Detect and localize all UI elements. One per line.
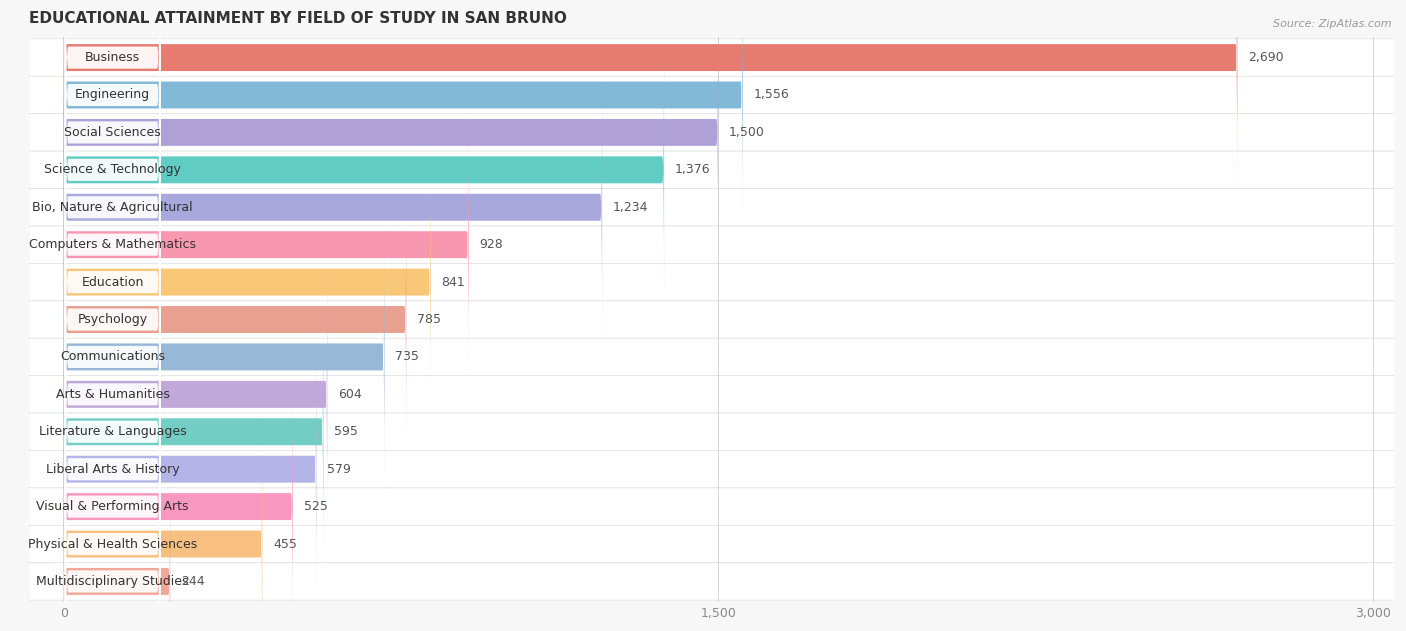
Text: 841: 841 xyxy=(441,276,465,288)
FancyBboxPatch shape xyxy=(63,333,316,605)
FancyBboxPatch shape xyxy=(65,0,160,346)
Text: Physical & Health Sciences: Physical & Health Sciences xyxy=(28,538,197,550)
FancyBboxPatch shape xyxy=(65,69,160,631)
FancyBboxPatch shape xyxy=(30,563,1395,600)
FancyBboxPatch shape xyxy=(65,0,160,533)
FancyBboxPatch shape xyxy=(63,295,323,568)
FancyBboxPatch shape xyxy=(30,114,1395,151)
FancyBboxPatch shape xyxy=(63,109,468,381)
Text: EDUCATIONAL ATTAINMENT BY FIELD OF STUDY IN SAN BRUNO: EDUCATIONAL ATTAINMENT BY FIELD OF STUDY… xyxy=(30,11,567,26)
Text: 2,690: 2,690 xyxy=(1249,51,1284,64)
Text: 1,234: 1,234 xyxy=(613,201,648,214)
FancyBboxPatch shape xyxy=(30,76,1395,114)
FancyBboxPatch shape xyxy=(63,370,292,631)
Text: Science & Technology: Science & Technology xyxy=(44,163,181,176)
Text: 1,556: 1,556 xyxy=(754,88,789,102)
Text: 928: 928 xyxy=(479,238,503,251)
FancyBboxPatch shape xyxy=(30,39,1395,76)
FancyBboxPatch shape xyxy=(65,106,160,631)
FancyBboxPatch shape xyxy=(65,0,160,421)
Text: 785: 785 xyxy=(418,313,441,326)
Text: Liberal Arts & History: Liberal Arts & History xyxy=(46,463,180,476)
Text: Engineering: Engineering xyxy=(75,88,150,102)
FancyBboxPatch shape xyxy=(63,71,602,343)
FancyBboxPatch shape xyxy=(30,226,1395,263)
Text: Bio, Nature & Agricultural: Bio, Nature & Agricultural xyxy=(32,201,193,214)
FancyBboxPatch shape xyxy=(65,256,160,631)
FancyBboxPatch shape xyxy=(63,0,1237,194)
Text: 525: 525 xyxy=(304,500,328,513)
Text: Multidisciplinary Studies: Multidisciplinary Studies xyxy=(37,575,188,588)
Text: Communications: Communications xyxy=(60,350,165,363)
FancyBboxPatch shape xyxy=(63,0,718,269)
FancyBboxPatch shape xyxy=(65,0,160,383)
FancyBboxPatch shape xyxy=(65,0,160,495)
FancyBboxPatch shape xyxy=(63,184,406,456)
Text: 244: 244 xyxy=(181,575,205,588)
Text: Visual & Performing Arts: Visual & Performing Arts xyxy=(37,500,188,513)
Text: 579: 579 xyxy=(328,463,352,476)
FancyBboxPatch shape xyxy=(30,189,1395,226)
FancyBboxPatch shape xyxy=(63,221,384,493)
FancyBboxPatch shape xyxy=(30,488,1395,526)
Text: 604: 604 xyxy=(339,388,361,401)
Text: Literature & Languages: Literature & Languages xyxy=(39,425,187,439)
Text: 1,376: 1,376 xyxy=(675,163,710,176)
Text: Education: Education xyxy=(82,276,143,288)
FancyBboxPatch shape xyxy=(65,0,160,458)
FancyBboxPatch shape xyxy=(63,445,170,631)
FancyBboxPatch shape xyxy=(63,33,664,306)
FancyBboxPatch shape xyxy=(65,0,160,570)
FancyBboxPatch shape xyxy=(65,143,160,631)
FancyBboxPatch shape xyxy=(63,408,263,631)
FancyBboxPatch shape xyxy=(30,375,1395,413)
FancyBboxPatch shape xyxy=(30,301,1395,338)
Text: Psychology: Psychology xyxy=(77,313,148,326)
FancyBboxPatch shape xyxy=(30,526,1395,563)
FancyBboxPatch shape xyxy=(30,338,1395,375)
FancyBboxPatch shape xyxy=(63,0,742,231)
Text: Social Sciences: Social Sciences xyxy=(65,126,162,139)
Text: 735: 735 xyxy=(395,350,419,363)
Text: Arts & Humanities: Arts & Humanities xyxy=(56,388,170,401)
FancyBboxPatch shape xyxy=(65,293,160,631)
FancyBboxPatch shape xyxy=(30,151,1395,189)
FancyBboxPatch shape xyxy=(30,451,1395,488)
Text: Business: Business xyxy=(86,51,141,64)
FancyBboxPatch shape xyxy=(65,31,160,608)
FancyBboxPatch shape xyxy=(63,258,328,531)
Text: 1,500: 1,500 xyxy=(730,126,765,139)
Text: Source: ZipAtlas.com: Source: ZipAtlas.com xyxy=(1274,19,1392,29)
FancyBboxPatch shape xyxy=(30,263,1395,301)
Text: 455: 455 xyxy=(273,538,297,550)
Text: 595: 595 xyxy=(335,425,359,439)
Text: Computers & Mathematics: Computers & Mathematics xyxy=(30,238,197,251)
FancyBboxPatch shape xyxy=(65,218,160,631)
FancyBboxPatch shape xyxy=(65,181,160,631)
FancyBboxPatch shape xyxy=(30,413,1395,451)
FancyBboxPatch shape xyxy=(63,146,430,418)
